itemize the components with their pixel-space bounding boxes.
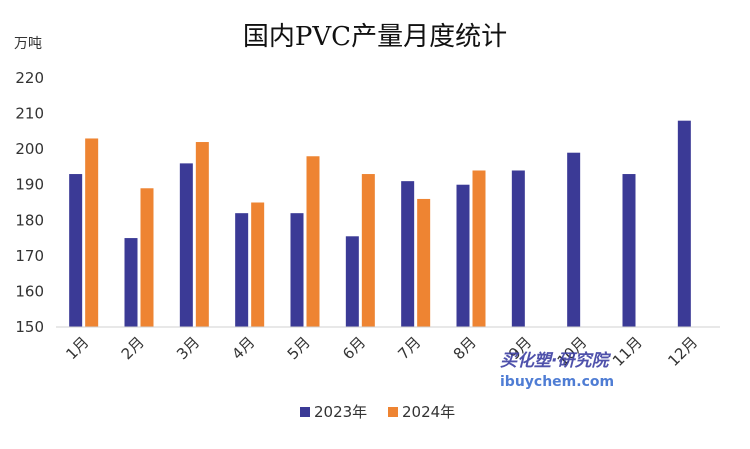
x-tick-label: 5月 [284,333,314,363]
x-tick-label: 4月 [228,333,258,363]
bar-2024年-3月 [195,142,209,327]
legend: 2023年 2024年 [300,403,455,421]
y-tick-label: 200 [15,140,44,158]
bar-2023年-4月 [235,213,249,327]
legend-label: 2024年 [402,403,455,421]
bar-2024年-1月 [85,138,99,327]
y-tick-label: 150 [15,318,44,336]
watermark-line1: 买化塑·研究院 [500,351,611,371]
bar-2023年-6月 [345,236,359,327]
bar-2023年-9月 [511,170,525,327]
x-tick-label: 6月 [339,333,369,363]
bar-2023年-10月 [567,152,581,327]
bar-2023年-2月 [124,238,138,327]
x-tick-label: 7月 [394,333,424,363]
bar-2024年-7月 [417,198,431,327]
y-axis-ticks: 150 160 170 180 190 200 210 220 [15,69,44,336]
bar-2024年-8月 [472,170,486,327]
bar-2023年-1月 [69,174,83,327]
bar-2024年-5月 [306,156,320,327]
bar-2023年-11月 [622,174,636,327]
y-tick-label: 170 [15,247,44,265]
bar-2023年-8月 [456,184,470,327]
bar-2023年-12月 [677,120,691,327]
x-tick-label: 1月 [62,333,92,363]
x-tick-label: 8月 [450,333,480,363]
y-tick-label: 180 [15,211,44,229]
x-tick-label: 11月 [609,333,646,370]
watermark-line2: ibuychem.com [500,374,614,390]
bar-2023年-3月 [179,163,193,327]
bar-2023年-7月 [401,181,415,327]
y-tick-label: 210 [15,105,44,123]
y-tick-label: 190 [15,176,44,194]
bar-2023年-5月 [290,213,304,327]
bars [69,120,691,327]
y-tick-label: 160 [15,282,44,300]
legend-swatch [388,407,398,417]
y-axis-unit-label: 万吨 [14,36,42,52]
chart-title: 国内PVC产量月度统计 [243,22,507,52]
legend-label: 2023年 [314,403,367,421]
x-tick-label: 2月 [118,333,148,363]
y-tick-label: 220 [15,69,44,87]
watermark-logo: 买化塑·研究院 ibuychem.com [500,351,614,390]
bar-2024年-2月 [140,188,154,327]
x-tick-label: 12月 [664,333,701,370]
bar-2024年-4月 [251,202,265,327]
x-tick-label: 3月 [173,333,203,363]
legend-swatch [300,407,310,417]
bar-2024年-6月 [361,174,375,327]
